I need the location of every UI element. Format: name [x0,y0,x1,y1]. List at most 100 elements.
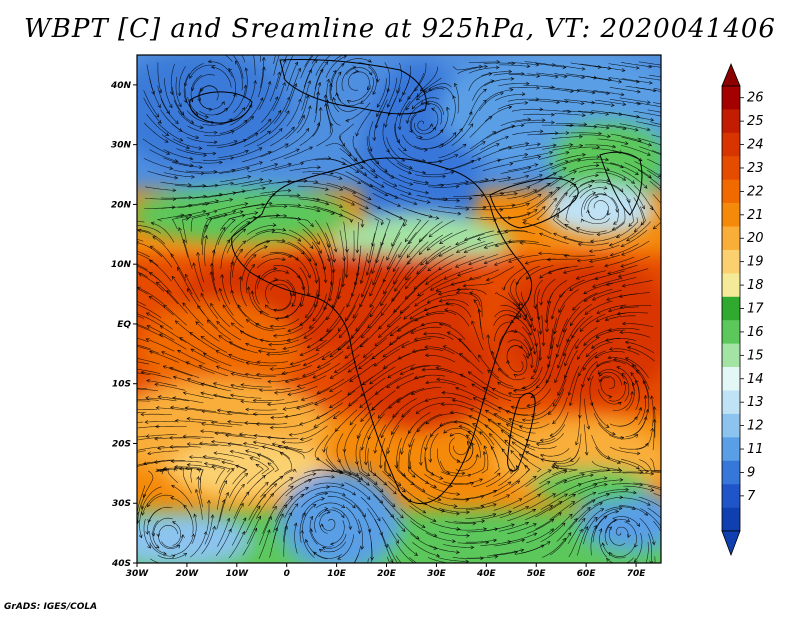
streamline-arrowhead [414,375,419,380]
streamline-arrowhead [274,277,279,282]
streamline [185,149,216,154]
streamline-arrowhead [681,91,684,94]
streamline [267,400,299,405]
streamline [149,531,167,555]
streamline [619,292,650,297]
streamline [217,203,248,211]
streamline [396,388,425,403]
streamline [472,423,495,446]
streamline-arrowhead [433,546,438,550]
streamline [348,386,374,406]
streamline-arrowhead [346,303,350,308]
streamline [357,170,385,188]
streamline [494,124,525,135]
streamline [146,434,177,437]
streamline [171,485,193,508]
streamline-arrowhead [204,224,208,229]
streamline [547,337,555,368]
streamline [452,557,484,559]
streamline [173,533,194,556]
streamline [273,55,277,64]
streamline-arrowhead [605,125,610,130]
streamline [382,470,406,493]
streamline-arrowhead [572,195,577,200]
streamline [542,87,574,92]
streamline-arrowhead [212,151,217,156]
streamline [287,473,316,487]
streamline-arrowhead [303,335,308,339]
streamline [419,221,443,242]
streamline [417,413,442,432]
streamline-arrowhead [567,109,572,114]
streamline-arrowhead [452,539,456,544]
streamline-arrowhead [534,343,539,347]
streamline-arrowhead [425,380,430,385]
streamline-arrowhead [273,334,277,338]
streamline-arrowhead [202,454,207,459]
streamline-arrowhead [605,424,610,428]
streamline-arrowhead [608,242,613,247]
streamline [282,365,312,374]
streamline-arrowhead [594,354,599,359]
streamline [464,230,494,241]
streamline [381,516,399,544]
streamline-arrowhead [469,123,474,128]
streamline-arrowhead [456,198,461,203]
streamline [653,520,661,532]
streamline-arrowhead [274,163,279,167]
streamline [176,148,207,156]
streamline [493,498,523,511]
streamline [456,288,487,295]
streamline [569,492,596,509]
streamline [400,494,426,514]
streamline [146,325,175,341]
streamline-arrowhead [426,246,431,251]
streamline-arrowhead [119,333,122,336]
streamline [356,462,378,485]
colorbar-bottom-arrow [721,530,741,557]
streamline [525,438,556,443]
streamline-arrowhead [267,379,272,384]
streamline [412,541,440,557]
streamline-arrowhead [230,261,234,266]
streamline [147,170,178,179]
streamline-arrowhead [320,523,324,528]
streamline [570,303,592,326]
streamline-arrowhead [618,468,623,473]
streamline [338,313,359,338]
streamline [500,167,531,174]
streamline [260,143,289,158]
streamline [616,217,638,238]
streamline [251,290,270,316]
streamline [360,253,368,284]
streamline-arrowhead [398,98,403,103]
streamline-arrowhead [259,97,264,102]
streamline-arrowhead [442,174,446,179]
streamline [378,306,401,330]
streamline [409,438,415,470]
streamline [608,77,640,83]
streamline [384,171,413,185]
streamline [228,354,259,364]
streamline [366,136,380,164]
streamline [201,423,233,427]
streamline [451,123,474,146]
streamline [534,279,543,309]
streamline [599,528,608,558]
streamline [455,206,486,208]
streamline-arrowhead [583,298,588,302]
streamline-arrowhead [610,103,615,107]
streamline-arrowhead [547,469,552,473]
streamline [525,469,552,488]
streamline [339,135,358,161]
streamline-arrowhead [187,288,191,293]
streamline [322,533,347,549]
streamline-arrowhead [279,452,284,456]
streamline [484,106,512,122]
streamline-arrowhead [428,233,433,238]
streamline-arrowhead [595,173,599,178]
streamline [171,123,199,139]
streamline-arrowhead [312,317,317,322]
streamline-arrowhead [199,125,204,130]
streamline [621,373,630,402]
